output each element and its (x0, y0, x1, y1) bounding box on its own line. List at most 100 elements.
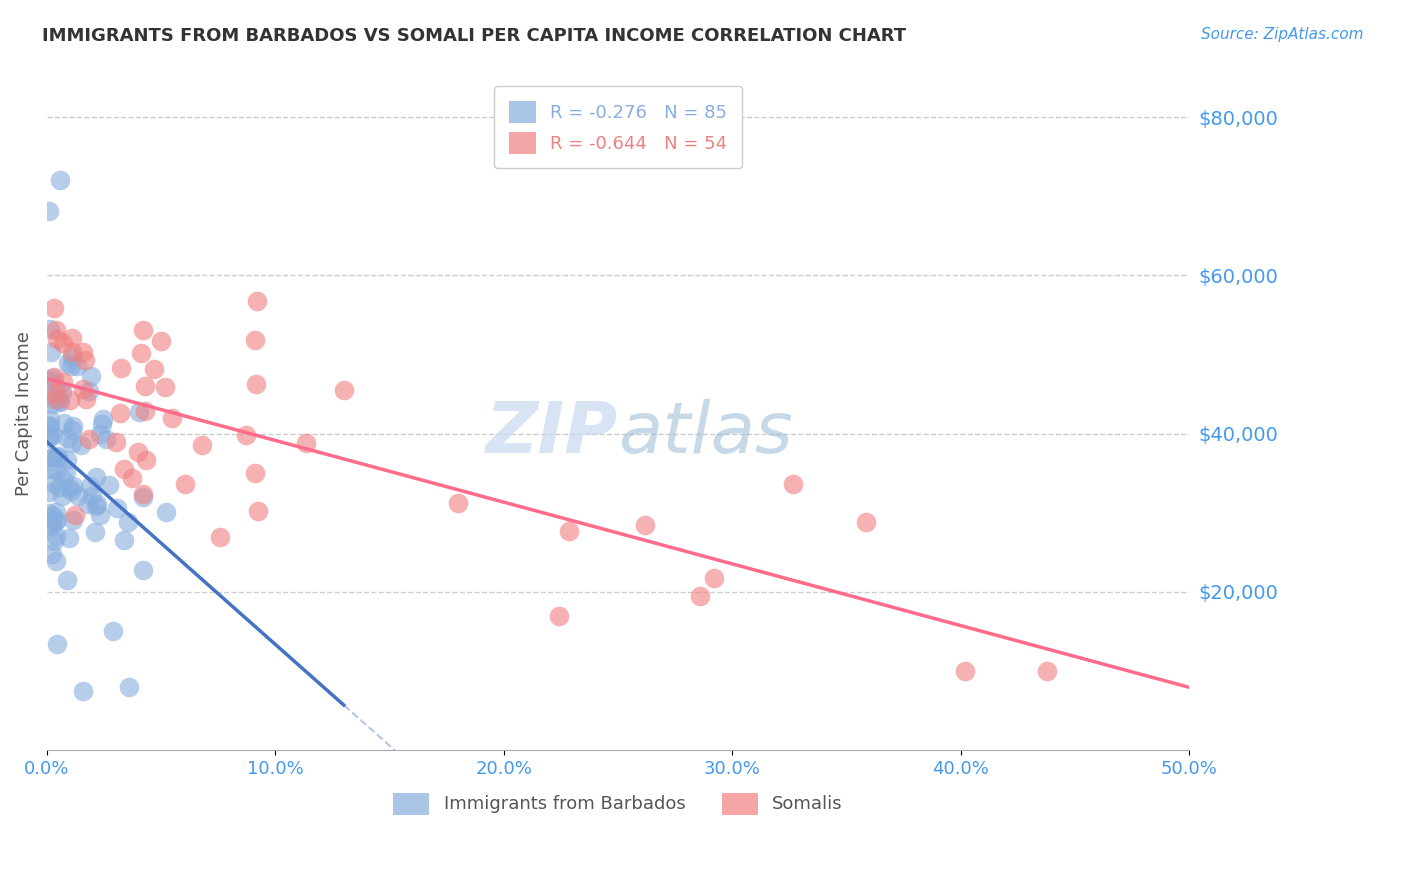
Point (84, 499, 107, 513)
Point (45, 505, 67, 519)
Point (52, 336, 75, 351)
Point (42, 533, 65, 548)
Point (67, 489, 90, 503)
Point (191, 438, 214, 452)
Point (89, 426, 111, 441)
Point (110, 360, 132, 375)
Text: IMMIGRANTS FROM BARBADOS VS SOMALI PER CAPITA INCOME CORRELATION CHART: IMMIGRANTS FROM BARBADOS VS SOMALI PER C… (42, 27, 907, 45)
Point (60, 423, 83, 437)
Point (112, 462, 135, 476)
Point (45, 513, 67, 527)
Point (245, 377, 267, 392)
Point (41, 397, 63, 411)
Point (60, 331, 83, 345)
Point (91, 412, 114, 426)
Point (118, 680, 141, 694)
Point (953, 664, 976, 678)
Point (59, 392, 82, 407)
Point (84, 470, 107, 484)
Point (855, 516, 877, 530)
Point (703, 571, 725, 585)
Point (447, 496, 470, 510)
Point (86, 497, 108, 511)
Point (38, 507, 60, 521)
Point (558, 524, 581, 538)
Point (143, 361, 166, 376)
Point (48, 480, 70, 494)
Point (135, 452, 157, 467)
Point (134, 403, 156, 417)
Point (162, 410, 184, 425)
Point (38, 431, 60, 445)
Point (52, 375, 75, 389)
Point (75, 392, 97, 406)
Point (45, 554, 67, 568)
Point (84, 525, 107, 540)
Point (39, 344, 62, 359)
Point (58, 531, 80, 545)
Point (76, 497, 98, 511)
Point (52, 416, 75, 430)
Point (132, 563, 155, 577)
Point (45, 637, 67, 651)
Point (56, 452, 79, 467)
Point (56, 573, 79, 587)
Point (155, 505, 177, 519)
Point (121, 471, 143, 485)
Point (62, 513, 84, 527)
Point (60, 344, 83, 359)
Point (42, 509, 65, 524)
Point (104, 434, 127, 449)
Point (69, 437, 91, 451)
Point (91, 417, 114, 432)
Point (79, 479, 101, 493)
Point (60, 351, 83, 365)
Point (132, 323, 155, 337)
Point (41, 516, 63, 531)
Point (246, 293, 269, 308)
Point (48, 173, 70, 187)
Point (73, 352, 96, 367)
Point (131, 490, 153, 504)
Point (782, 477, 804, 491)
Point (112, 533, 135, 548)
Point (101, 624, 124, 639)
Point (45, 384, 67, 398)
Point (46, 450, 69, 464)
Point (38, 419, 60, 434)
Point (77, 433, 100, 447)
Point (38, 428, 60, 442)
Point (41, 450, 63, 465)
Point (42, 450, 65, 465)
Point (295, 436, 318, 450)
Point (153, 380, 176, 394)
Point (55, 431, 77, 445)
Point (62, 419, 84, 434)
Point (59, 481, 82, 495)
Point (89, 508, 111, 523)
Point (689, 589, 711, 603)
Point (77, 384, 100, 398)
Point (45, 392, 67, 406)
Point (129, 346, 152, 360)
Point (134, 379, 156, 393)
Point (51, 489, 73, 503)
Point (44, 514, 66, 528)
Point (60, 483, 83, 498)
Text: Source: ZipAtlas.com: Source: ZipAtlas.com (1201, 27, 1364, 42)
Point (38, 419, 60, 434)
Legend: Immigrants from Barbados, Somalis: Immigrants from Barbados, Somalis (385, 785, 849, 822)
Point (63, 508, 86, 522)
Point (82, 489, 104, 503)
Point (60, 435, 83, 450)
Point (48, 394, 70, 409)
Point (80, 368, 103, 383)
Point (41, 371, 63, 385)
Point (55, 465, 77, 479)
Point (208, 530, 231, 544)
Point (62, 479, 84, 493)
Point (149, 334, 172, 349)
Point (42, 475, 65, 490)
Point (41, 547, 63, 561)
Point (38, 322, 60, 336)
